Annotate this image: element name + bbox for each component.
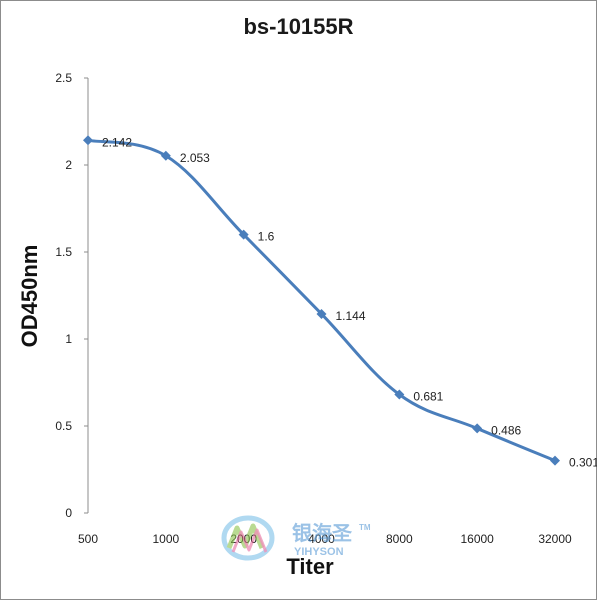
data-point-marker xyxy=(160,150,171,161)
data-point-marker xyxy=(316,308,327,319)
data-label: 1.6 xyxy=(258,230,275,244)
y-tick-label: 0.5 xyxy=(55,419,72,433)
watermark-logo: 银海圣 TM YIHYSON xyxy=(221,515,371,561)
data-point-marker xyxy=(550,455,560,466)
data-point-marker xyxy=(472,423,483,434)
data-label: 0.486 xyxy=(491,423,521,437)
series-line xyxy=(86,138,557,463)
data-point-marker xyxy=(394,389,405,400)
x-tick-label: 8000 xyxy=(386,532,413,546)
watermark-tm: TM xyxy=(359,523,371,532)
data-label: 0.681 xyxy=(413,390,443,404)
y-tick-label: 1 xyxy=(65,332,72,346)
x-tick-label: 4000 xyxy=(308,532,335,546)
x-axis-label: Titer xyxy=(286,554,334,579)
data-point-marker xyxy=(83,135,93,146)
x-tick-label: 1000 xyxy=(152,532,179,546)
chart-title: bs-10155R xyxy=(243,14,354,39)
data-point-marker xyxy=(238,229,249,240)
data-labels: 2.142 2.053 1.6 1.144 0.681 0.486 0.301 xyxy=(102,135,597,469)
x-tick-label: 32000 xyxy=(538,532,572,546)
data-label: 2.142 xyxy=(102,135,132,149)
data-label: 2.053 xyxy=(180,151,210,165)
data-points xyxy=(83,135,560,466)
x-tick-label: 16000 xyxy=(460,532,494,546)
y-tick-label: 0 xyxy=(65,506,72,520)
y-tick-label: 1.5 xyxy=(55,245,72,259)
watermark-latin: YIHYSON xyxy=(294,546,344,558)
y-tick-label: 2 xyxy=(65,158,72,172)
data-label: 0.301 xyxy=(569,456,597,470)
watermark-chinese: 银海圣 xyxy=(292,521,353,545)
y-tick-label: 2.5 xyxy=(55,71,72,85)
data-label: 1.144 xyxy=(336,309,366,323)
x-tick-label: 500 xyxy=(78,532,98,546)
